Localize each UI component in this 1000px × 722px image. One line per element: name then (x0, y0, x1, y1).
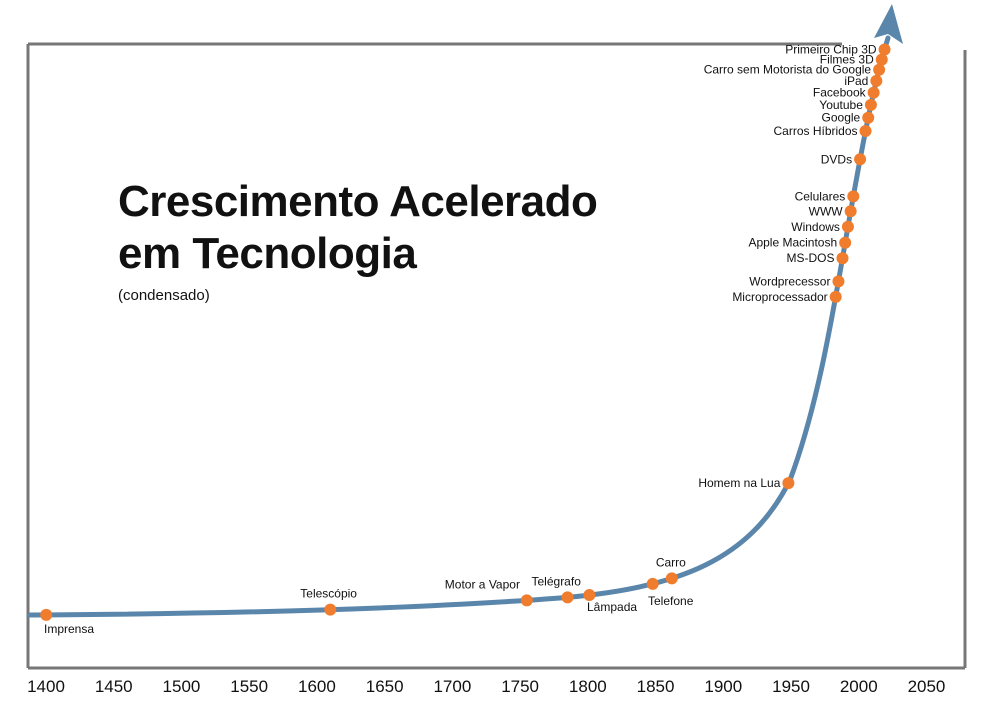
x-tick-label: 1800 (569, 677, 607, 696)
chart-subtitle: (condensado) (118, 287, 210, 304)
event-label: Carro sem Motorista do Google (704, 63, 872, 77)
x-tick-label: 2050 (908, 677, 946, 696)
event-label: Facebook (813, 86, 867, 100)
growth-curve (27, 35, 891, 618)
event-marker (862, 111, 875, 124)
event-marker (40, 608, 53, 621)
title-line-1: Crescimento Acelerado (118, 177, 598, 226)
event-marker (324, 603, 337, 616)
x-tick-label: 1700 (433, 677, 471, 696)
chart-frame (26, 42, 967, 670)
event-label: Microprocessador (732, 290, 827, 304)
event-label: Primeiro Chip 3D (785, 43, 877, 57)
event-label: Imprensa (44, 622, 94, 636)
x-tick-label: 1450 (95, 677, 133, 696)
event-label: Homem na Lua (698, 476, 780, 490)
event-labels: Imprensa Telescópio Motor a Vapor Telégrafo… (44, 43, 877, 636)
event-marker (859, 125, 872, 138)
event-label: WWW (809, 204, 844, 218)
x-tick-label: 1950 (772, 677, 810, 696)
event-label: Google (822, 111, 861, 125)
event-marker (841, 220, 854, 233)
event-marker (873, 63, 886, 76)
x-tick-label: 1850 (637, 677, 675, 696)
event-marker (561, 591, 574, 604)
x-tick-label: 1750 (501, 677, 539, 696)
event-marker (782, 477, 795, 490)
x-tick-label: 1900 (704, 677, 742, 696)
event-marker (829, 290, 842, 303)
event-marker (870, 74, 883, 87)
event-label: Motor a Vapor (445, 577, 520, 591)
event-label: Carro (656, 555, 686, 569)
event-marker (878, 43, 891, 56)
x-tick-label: 1400 (27, 677, 65, 696)
event-label: Telescópio (300, 587, 357, 601)
event-label: iPad (844, 74, 868, 88)
event-label: Celulares (795, 189, 846, 203)
x-tick-label: 1600 (298, 677, 336, 696)
event-marker (864, 98, 877, 111)
event-label: Lâmpada (587, 600, 637, 614)
event-marker (583, 589, 596, 602)
event-label: Windows (791, 220, 840, 234)
event-marker (646, 577, 659, 590)
event-label: Telégrafo (532, 574, 582, 588)
event-label: Wordprecessor (749, 274, 830, 288)
event-marker (867, 86, 880, 99)
event-label: Youtube (819, 98, 863, 112)
x-axis-ticks: 1400 1450 1500 1550 1600 1650 1700 1750 1800 1850… (27, 677, 945, 696)
event-label: DVDs (821, 152, 852, 166)
x-tick-label: 1500 (163, 677, 201, 696)
event-label: MS-DOS (786, 251, 834, 265)
event-label: Filmes 3D (820, 53, 874, 67)
event-marker (875, 53, 888, 66)
event-marker (832, 275, 845, 288)
x-tick-label: 2000 (840, 677, 878, 696)
event-marker (854, 153, 867, 166)
event-label: Telefone (648, 594, 694, 608)
x-tick-label: 1650 (366, 677, 404, 696)
event-marker (844, 205, 857, 218)
title-line-2: em Tecnologia (118, 229, 417, 278)
x-tick-label: 1550 (230, 677, 268, 696)
event-marker (839, 236, 852, 249)
chart-title: Crescimento Acelerado em Tecnologia (118, 176, 598, 280)
event-marker (836, 252, 849, 265)
event-label: Carros Híbridos (773, 124, 857, 138)
event-marker (665, 572, 678, 585)
arrow-head-icon (874, 4, 903, 44)
event-markers (40, 43, 891, 621)
event-marker (520, 594, 533, 607)
event-label: Apple Macintosh (748, 236, 837, 250)
event-marker (847, 190, 860, 203)
